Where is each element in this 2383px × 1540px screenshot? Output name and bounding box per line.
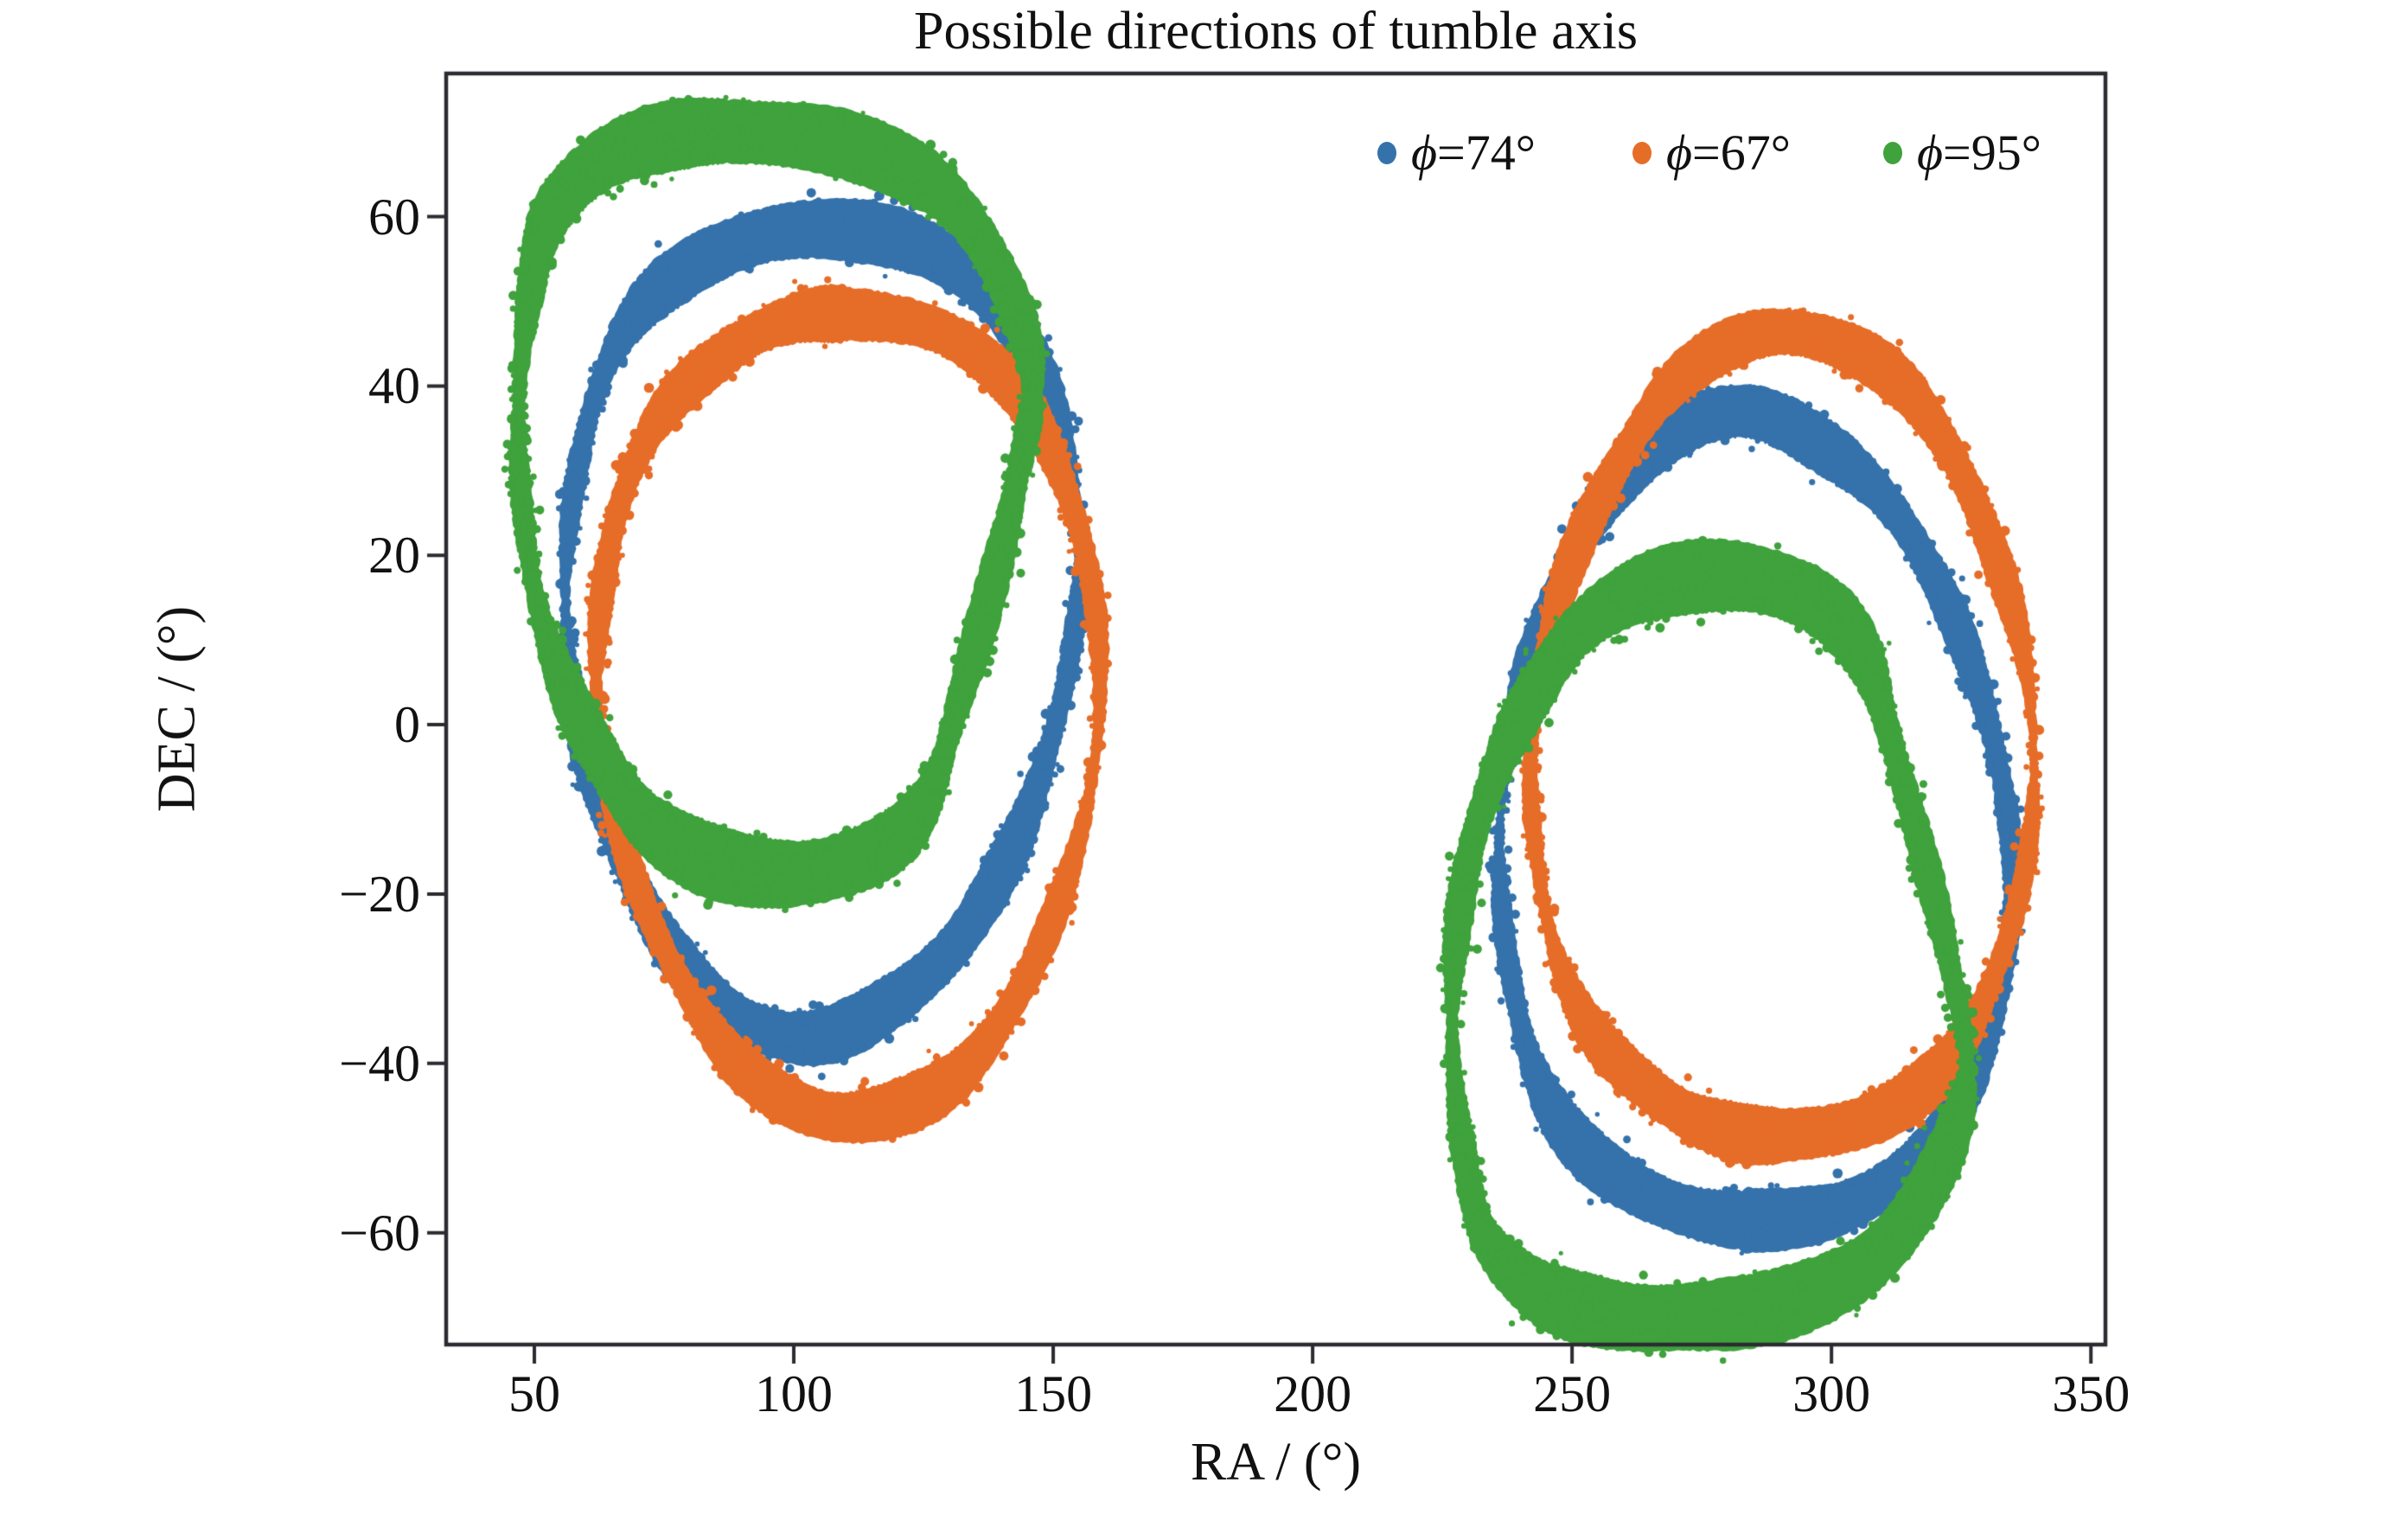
y-tick-label: −60 (339, 1204, 420, 1262)
legend-label: ϕ=95° (1917, 128, 2041, 178)
y-tick-label: 20 (368, 527, 420, 585)
legend-marker-dot-icon (1377, 142, 1396, 164)
y-tick-label: −40 (339, 1034, 420, 1092)
y-tick-label: 60 (368, 188, 420, 246)
y-tick-label: −20 (339, 865, 420, 923)
x-tick-label: 250 (1533, 1365, 1612, 1422)
x-tick-label: 50 (508, 1365, 560, 1422)
x-axis-label: RA / (°) (1190, 1433, 1362, 1492)
legend-value: =67° (1692, 125, 1791, 181)
phi-symbol: ϕ (1917, 125, 1944, 181)
legend-value: =74° (1437, 125, 1536, 181)
x-tick-label: 350 (2052, 1365, 2131, 1422)
chart-title: Possible directions of tumble axis (914, 2, 1638, 61)
phi-symbol: ϕ (1666, 125, 1693, 181)
y-tick-label: 40 (368, 357, 420, 415)
legend-marker-dot-icon (1632, 142, 1651, 164)
x-tick-label: 150 (1014, 1365, 1093, 1422)
phi-symbol: ϕ (1411, 125, 1438, 181)
legend-label: ϕ=67° (1666, 128, 1791, 178)
x-tick-label: 300 (1792, 1365, 1871, 1422)
legend-value: =95° (1943, 125, 2041, 181)
x-tick-label: 200 (1274, 1365, 1352, 1422)
x-tick-label: 100 (755, 1365, 834, 1422)
legend-marker-dot-icon (1883, 142, 1902, 164)
y-tick-label: 0 (394, 696, 420, 754)
legend-label: ϕ=74° (1411, 128, 1536, 178)
